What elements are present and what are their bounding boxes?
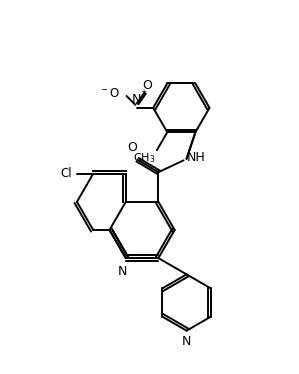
Text: $^+$: $^+$ bbox=[139, 89, 148, 99]
Text: N: N bbox=[182, 335, 191, 348]
Text: N: N bbox=[118, 265, 127, 278]
Text: NH: NH bbox=[187, 151, 205, 164]
Text: CH$_3$: CH$_3$ bbox=[133, 151, 155, 165]
Text: O: O bbox=[142, 79, 152, 92]
Text: Cl: Cl bbox=[61, 167, 72, 180]
Text: O: O bbox=[127, 141, 137, 154]
Text: N: N bbox=[132, 94, 142, 106]
Text: $^-$O: $^-$O bbox=[100, 86, 120, 99]
